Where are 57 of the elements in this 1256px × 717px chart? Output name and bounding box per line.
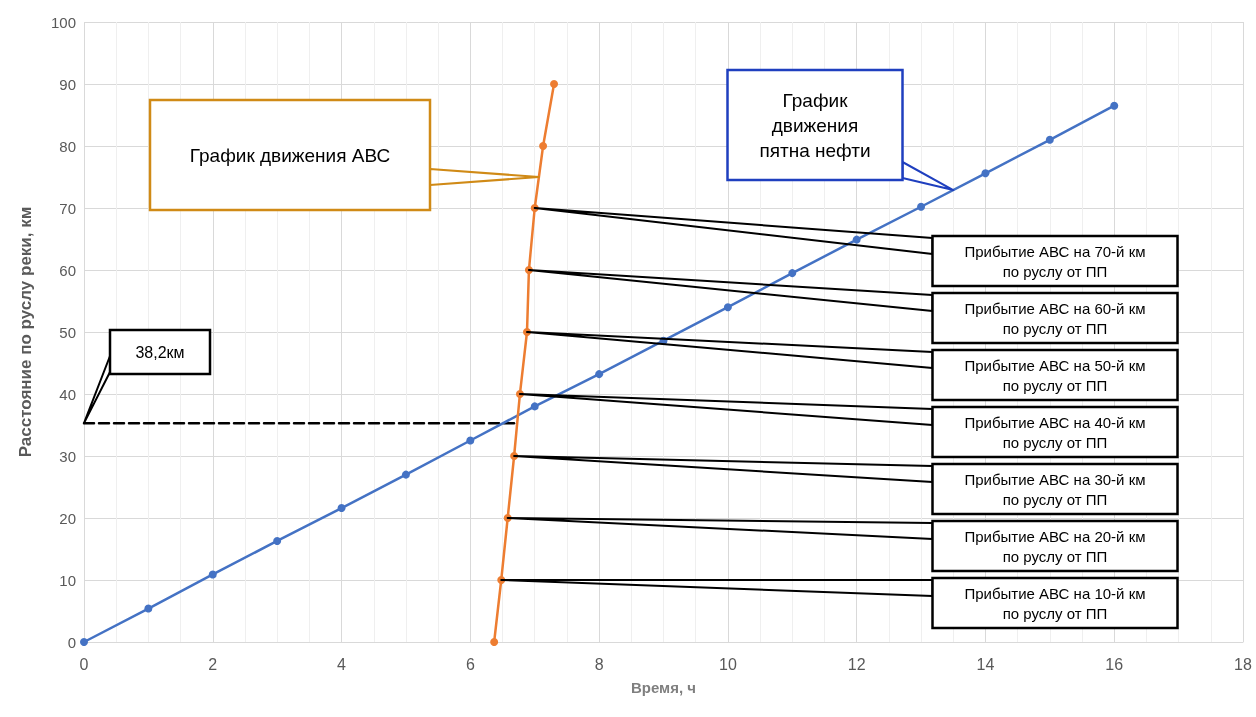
callout-box: Прибытие АВС на 70-й км по руслу от ПП xyxy=(533,207,1179,288)
x-tick-label: 4 xyxy=(337,655,347,673)
annotation: Прибытие АВС на 30-й км по руслу от ПП xyxy=(964,470,1146,508)
y-tick-label: 40 xyxy=(59,385,76,403)
y-tick-label: 100 xyxy=(50,13,76,31)
point xyxy=(401,470,410,479)
annotation: Прибытие АВС на 60-й км по руслу от ПП xyxy=(964,299,1146,337)
point xyxy=(852,235,861,244)
point xyxy=(490,638,499,646)
point xyxy=(788,269,797,278)
y-tick-label: 10 xyxy=(59,571,76,589)
y-tick-label: 30 xyxy=(59,447,76,465)
annotation: 38,2км xyxy=(135,343,185,361)
annotation: Прибытие АВС на 20-й км по руслу от ПП xyxy=(964,527,1146,565)
y-tick-label: 70 xyxy=(59,199,76,217)
x-tick-label: 16 xyxy=(1105,655,1124,673)
callout-box: Прибытие АВС на 30-й км по руслу от ПП xyxy=(513,455,1179,516)
annotation: Прибытие АВС на 70-й км по руслу от ПП xyxy=(964,242,1146,280)
annotation: График движения АВС xyxy=(189,144,391,166)
annotation: График движения пятна нефти xyxy=(759,89,871,161)
point xyxy=(917,202,926,211)
point xyxy=(595,370,604,379)
x-tick-label: 18 xyxy=(1234,655,1252,673)
point xyxy=(208,570,217,579)
x-axis-title: Время, ч xyxy=(630,679,697,696)
annotation: Прибытие АВС на 40-й км по руслу от ПП xyxy=(964,413,1146,451)
annotation: Прибытие АВС на 50-й км по руслу от ПП xyxy=(964,356,1146,394)
x-tick-label: 2 xyxy=(208,655,218,673)
point xyxy=(1110,101,1119,110)
point xyxy=(723,303,732,312)
y-axis-title: Расстояние по руслу реки, км xyxy=(16,206,35,458)
callout-box: Прибытие АВС на 20-й км по руслу от ПП xyxy=(506,517,1179,573)
x-tick-label: 10 xyxy=(718,655,737,673)
point xyxy=(539,142,548,150)
point xyxy=(550,80,559,88)
point xyxy=(144,604,153,613)
point xyxy=(273,536,282,545)
annotation: Прибытие АВС на 10-й км по руслу от ПП xyxy=(964,584,1146,622)
point xyxy=(981,169,990,178)
y-tick-label: 20 xyxy=(59,509,76,527)
callout-box: 38,2км xyxy=(83,328,212,425)
x-tick-label: 12 xyxy=(847,655,866,673)
y-tick-label: 80 xyxy=(59,137,76,155)
point xyxy=(1045,135,1054,144)
x-tick-label: 6 xyxy=(465,655,475,673)
y-tick-label: 0 xyxy=(67,633,76,651)
x-tick-label: 0 xyxy=(79,655,89,673)
callout-box: Прибытие АВС на 10-й км по руслу от ПП xyxy=(500,576,1179,630)
y-tick-label: 60 xyxy=(59,261,76,279)
point xyxy=(80,638,88,646)
point xyxy=(337,504,346,513)
x-tick-label: 8 xyxy=(594,655,604,673)
y-tick-label: 50 xyxy=(59,323,76,341)
x-tick-label: 14 xyxy=(976,655,995,673)
point xyxy=(530,402,539,411)
y-tick-label: 90 xyxy=(59,75,76,93)
point xyxy=(466,436,475,445)
